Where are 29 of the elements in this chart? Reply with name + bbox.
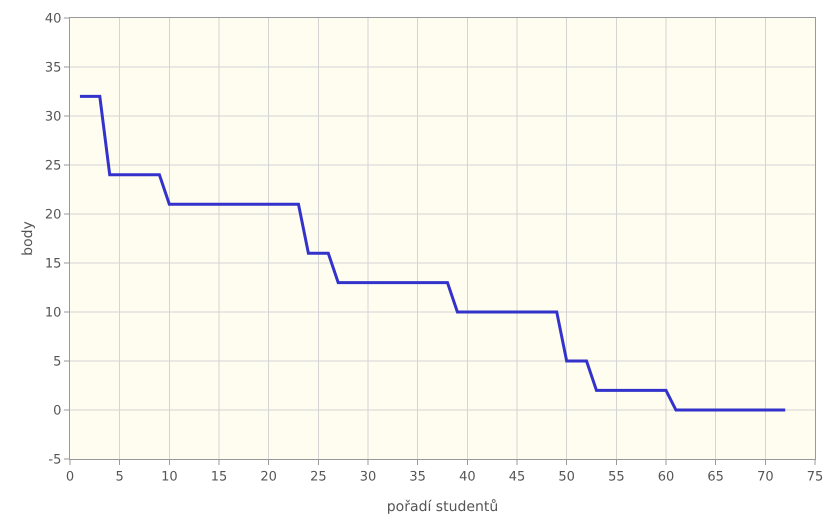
y-tick-label: 35 xyxy=(44,60,62,76)
x-tick-label: 20 xyxy=(260,470,277,485)
x-tick-label: 0 xyxy=(66,470,74,485)
x-tick-label: 75 xyxy=(806,470,824,485)
x-tick-label: 10 xyxy=(161,470,178,485)
line-series xyxy=(78,94,787,412)
x-tick-label: 50 xyxy=(558,470,575,485)
x-tick-label: 30 xyxy=(360,470,376,485)
y-tick-label: 5 xyxy=(53,354,62,370)
x-tick-label: 15 xyxy=(210,470,228,485)
x-tick-label: 60 xyxy=(658,470,674,485)
y-tick-label: 40 xyxy=(44,12,62,27)
x-tick-label: 35 xyxy=(409,470,426,485)
x-tick-label: 40 xyxy=(459,470,476,485)
y-tick-label: 25 xyxy=(44,158,62,174)
x-axis-title: pořadí studentů xyxy=(386,499,498,515)
x-tick-label: 5 xyxy=(116,470,124,485)
x-tick-label: 70 xyxy=(757,470,774,485)
x-tick-label: 25 xyxy=(310,470,327,485)
y-tick-label: 30 xyxy=(44,110,62,125)
y-tick-label: 10 xyxy=(44,306,62,321)
y-tick-label: 0 xyxy=(53,404,62,419)
y-tick-label: 20 xyxy=(44,208,62,223)
x-tick-label: 65 xyxy=(707,470,724,485)
x-tick-label: 55 xyxy=(608,470,625,485)
y-axis-title: body xyxy=(20,221,36,256)
y-tick-label: -5 xyxy=(48,452,62,468)
y-tick-label: 15 xyxy=(44,256,62,272)
x-tick-label: 45 xyxy=(508,470,526,485)
